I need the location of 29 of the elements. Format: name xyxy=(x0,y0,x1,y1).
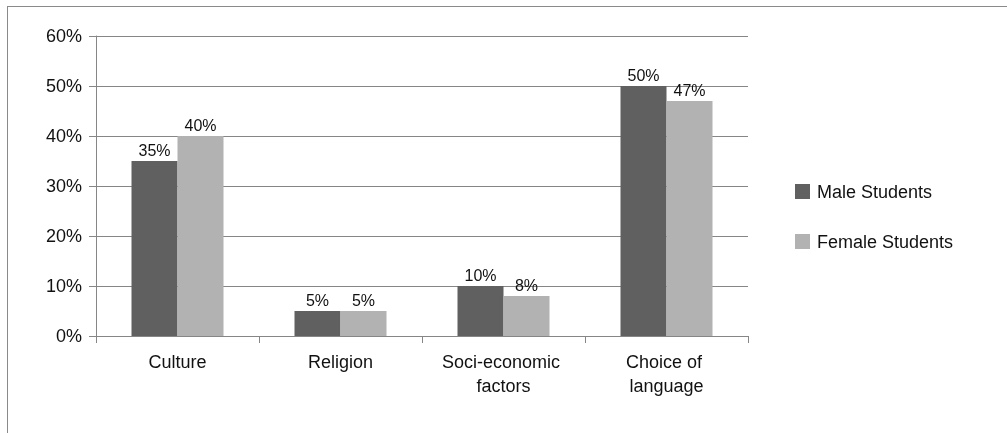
bar xyxy=(503,296,550,336)
y-tick-label: 50% xyxy=(45,76,82,96)
bar xyxy=(620,86,667,336)
x-tick-label: Religion xyxy=(307,352,374,372)
x-tick-label: Choice of language xyxy=(625,352,708,396)
y-tick-label: 60% xyxy=(45,26,82,46)
y-tick-label: 40% xyxy=(45,126,82,146)
bar xyxy=(177,136,224,336)
data-label: 40% xyxy=(184,116,217,134)
data-label: 5% xyxy=(305,291,330,309)
bar xyxy=(457,286,504,336)
x-tick-label: Culture xyxy=(148,352,207,372)
data-label: 5% xyxy=(351,291,376,309)
y-tick-label: 10% xyxy=(45,276,82,296)
y-tick-label: 0% xyxy=(55,326,82,346)
legend-label: Female Students xyxy=(817,231,954,252)
data-label: 47% xyxy=(673,81,706,99)
data-label: 8% xyxy=(514,276,539,294)
y-tick-label: 20% xyxy=(45,226,82,246)
data-label: 50% xyxy=(627,66,660,84)
bar xyxy=(131,161,178,336)
bar xyxy=(340,311,387,336)
x-tick-label: Soci-economic factors xyxy=(441,352,566,396)
legend-label: Male Students xyxy=(817,181,933,202)
y-tick-label: 30% xyxy=(45,176,82,196)
data-label: 35% xyxy=(138,141,171,159)
bar xyxy=(294,311,341,336)
data-label: 10% xyxy=(464,266,497,284)
bar xyxy=(666,101,713,336)
